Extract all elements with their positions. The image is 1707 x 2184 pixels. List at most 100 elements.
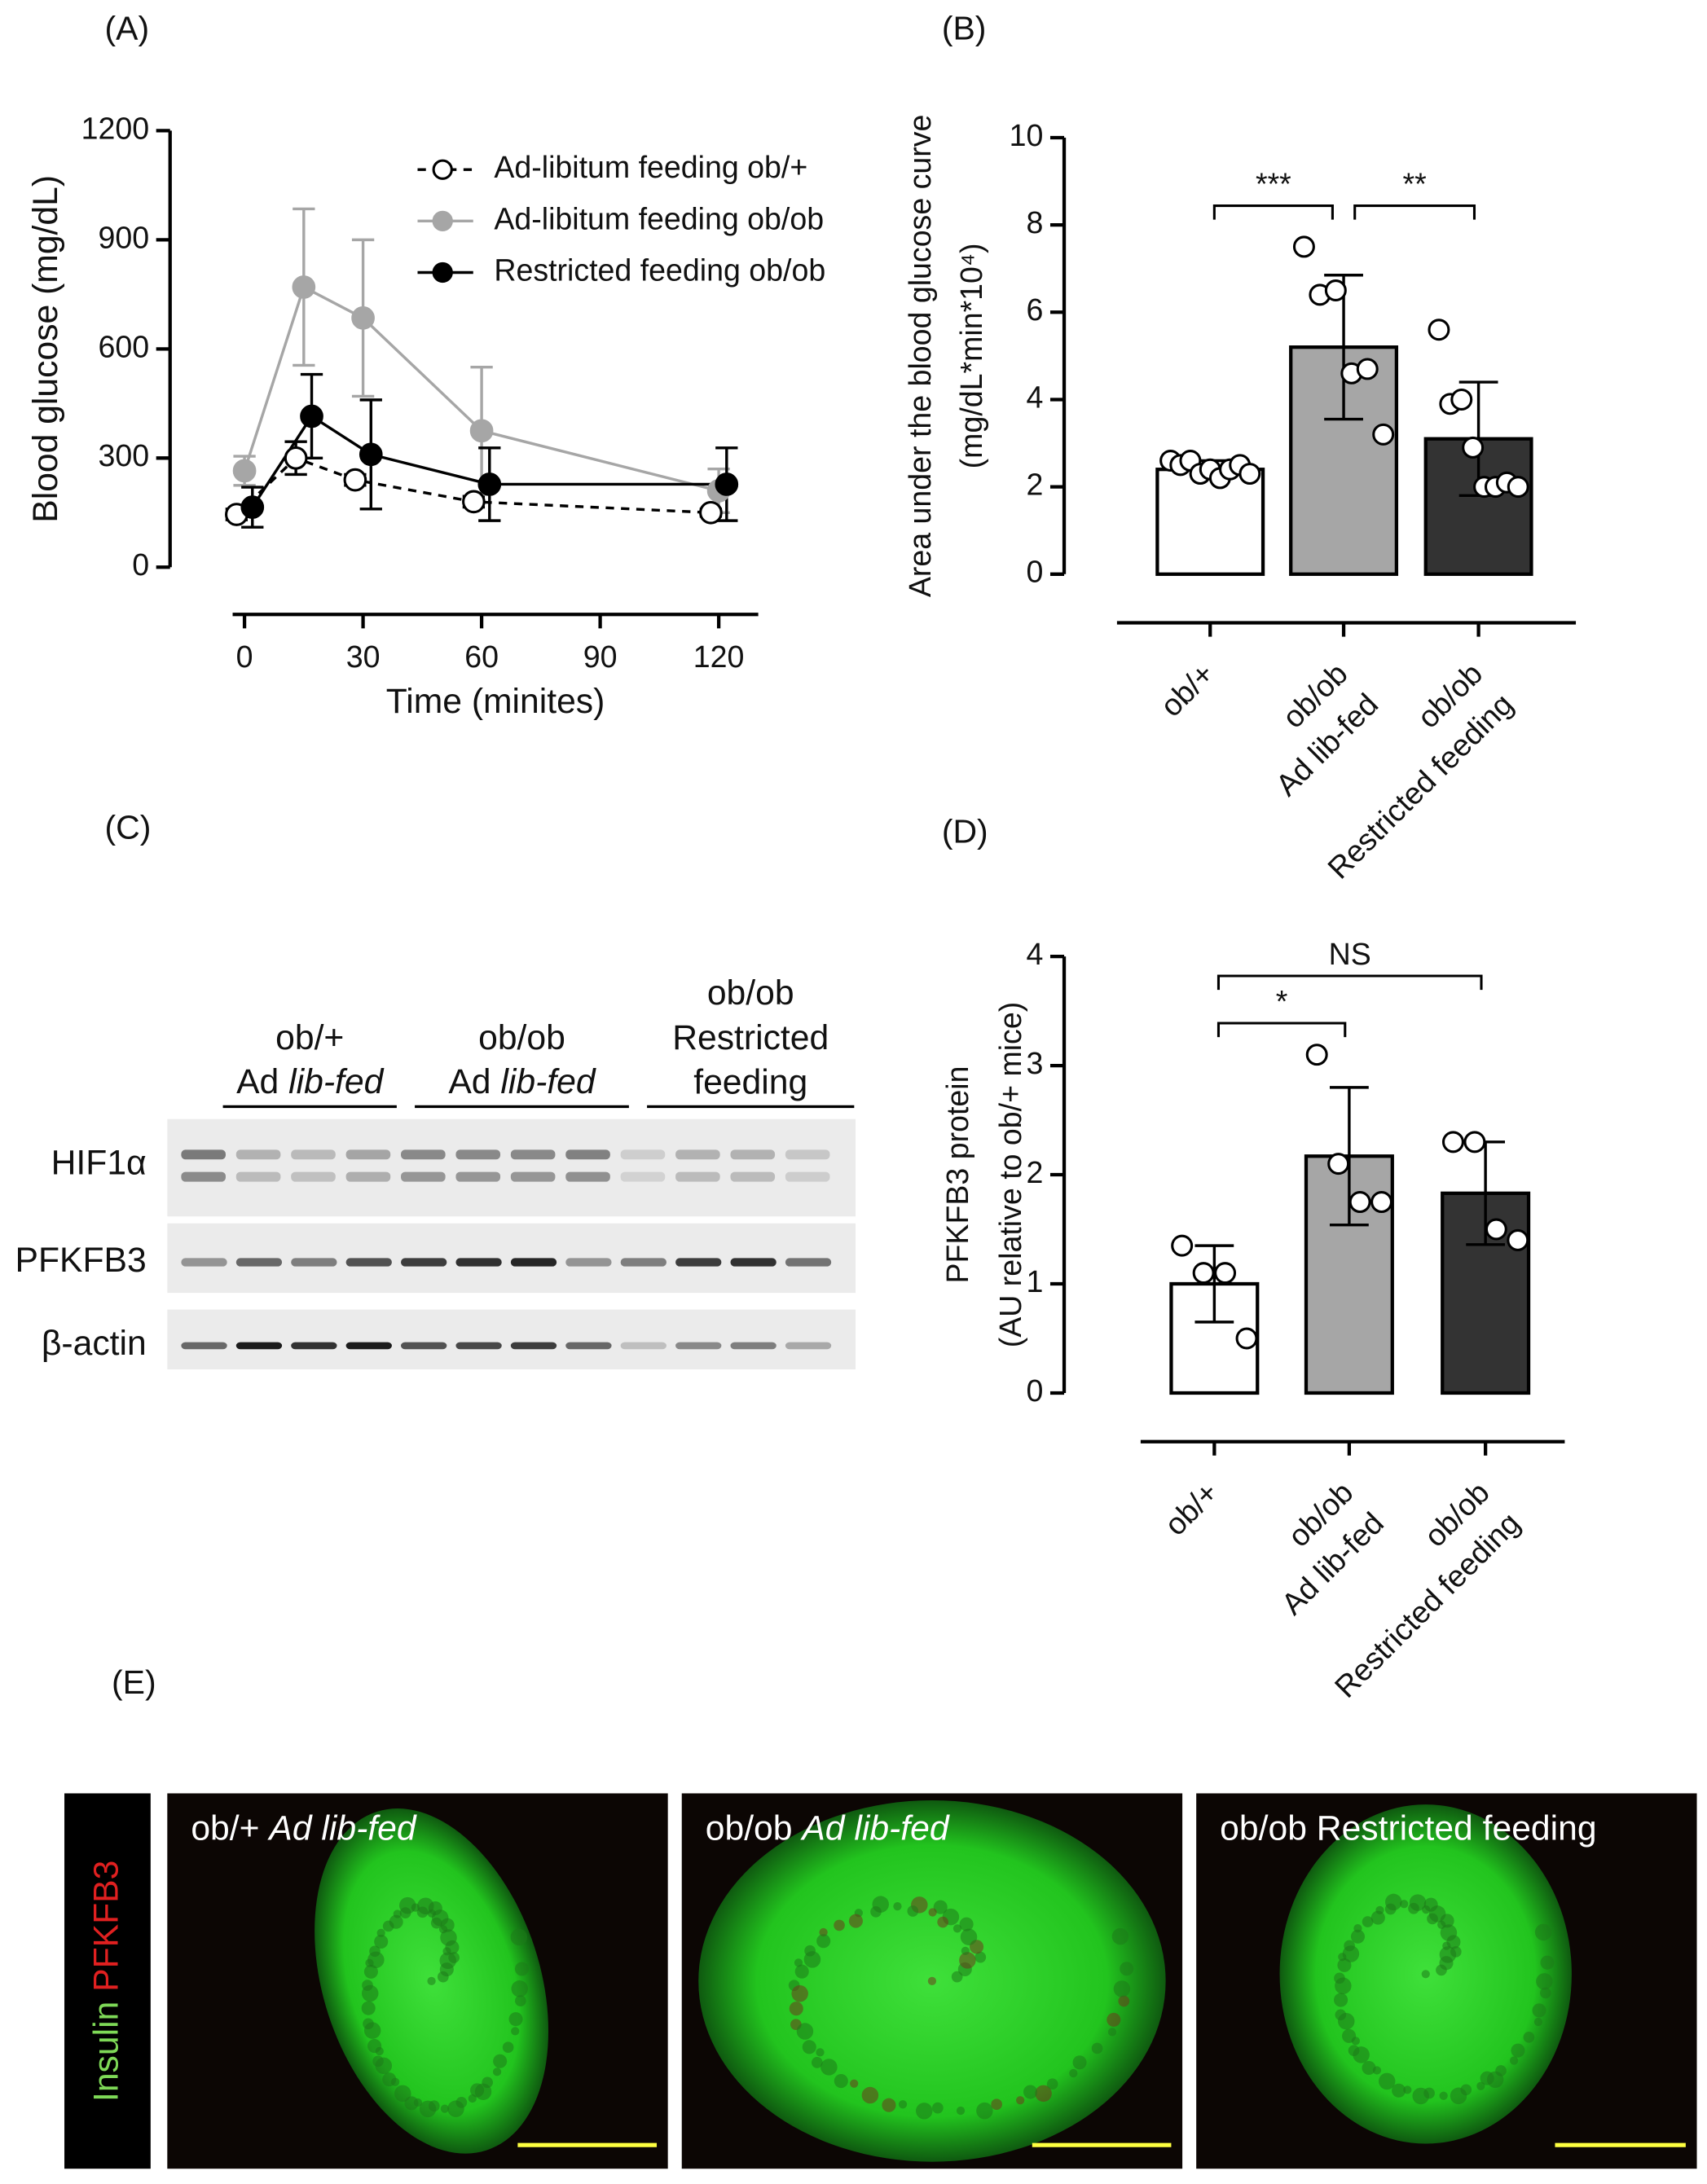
cell — [394, 2085, 411, 2103]
band — [345, 1171, 391, 1182]
y-tick-label: 6 — [1027, 292, 1044, 327]
significance-bracket — [1353, 204, 1476, 220]
cell — [1337, 1958, 1352, 1972]
cell — [861, 2086, 879, 2104]
cell — [1035, 2085, 1052, 2103]
cell — [1023, 2085, 1038, 2099]
cell — [811, 2057, 823, 2068]
cell — [442, 1947, 451, 1956]
cell — [1046, 2078, 1058, 2090]
band — [455, 1258, 502, 1267]
legend-label: Restricted feeding ob/ob — [494, 253, 825, 287]
cell — [1511, 2043, 1525, 2058]
cell — [1532, 2003, 1546, 2018]
cell — [1536, 1973, 1553, 1990]
significance-bracket — [1216, 1022, 1347, 1038]
data-point — [232, 459, 257, 483]
cell — [1351, 2037, 1360, 2046]
band — [181, 1171, 226, 1182]
data-point — [1507, 1228, 1529, 1251]
cell — [1540, 1955, 1555, 1970]
legend-marker — [432, 261, 453, 283]
band — [620, 1171, 666, 1182]
y-axis-title: (mg/dL*min*10⁴) — [954, 243, 988, 468]
cell — [959, 1917, 974, 1931]
band — [181, 1258, 227, 1267]
data-point — [1324, 279, 1347, 301]
y-tick-label: 1200 — [81, 111, 150, 145]
data-point — [1372, 423, 1395, 446]
band — [785, 1342, 832, 1350]
group-label-part: lib-fed — [500, 1062, 596, 1101]
band — [291, 1258, 337, 1267]
band — [345, 1258, 392, 1267]
cell — [375, 2046, 384, 2056]
x-tick-label: 60 — [464, 639, 499, 674]
cell — [952, 1924, 962, 1933]
data-point — [1507, 476, 1529, 499]
image-label: ob/+ Ad lib-fed — [191, 1809, 417, 1848]
stain-label-box — [64, 1793, 151, 2169]
band — [675, 1258, 722, 1267]
legend-marker — [432, 159, 453, 180]
data-point — [1348, 1191, 1371, 1214]
data-point — [1370, 1191, 1393, 1214]
cell — [1072, 2055, 1087, 2070]
data-point — [1463, 1131, 1486, 1154]
cell — [1111, 1927, 1129, 1945]
x-axis-title: Time (minites) — [386, 682, 605, 721]
y-tick-label: 300 — [99, 438, 150, 472]
band — [785, 1149, 830, 1160]
y-tick-label: 4 — [1027, 937, 1044, 971]
significance-label: *** — [1256, 167, 1291, 201]
data-point — [359, 442, 383, 467]
data-point — [1485, 1218, 1507, 1241]
band — [401, 1342, 447, 1350]
cell — [374, 1934, 389, 1949]
blot-background — [167, 1118, 856, 1217]
cell — [413, 2098, 423, 2107]
cell — [956, 2106, 966, 2116]
data-point — [1441, 1131, 1464, 1154]
cell — [1372, 2066, 1382, 2075]
y-tick-label: 2 — [1027, 468, 1044, 502]
cell — [1442, 1941, 1451, 1950]
cell — [439, 1952, 456, 1970]
error-bar — [1194, 1244, 1234, 1324]
band — [235, 1149, 281, 1160]
group-label-part: Ad — [236, 1062, 279, 1101]
cell — [1408, 1902, 1419, 1914]
data-point — [1238, 463, 1261, 486]
cell — [1016, 2096, 1025, 2105]
cell — [1120, 1962, 1134, 1976]
cell — [1437, 1920, 1446, 1929]
y-axis-title: PFKFB3 protein — [940, 1066, 974, 1284]
cell — [791, 1985, 808, 2002]
cell — [470, 2083, 485, 2098]
cell — [502, 2041, 514, 2054]
data-point — [351, 306, 375, 330]
data-point — [469, 419, 494, 443]
stain-label-part: PFKFB3 — [87, 1861, 126, 1992]
cell — [440, 2104, 449, 2113]
cell — [1440, 1924, 1458, 1941]
significance-label: NS — [1329, 937, 1371, 971]
cell — [1106, 2012, 1121, 2027]
band — [291, 1171, 336, 1182]
band — [785, 1258, 832, 1267]
cell — [427, 1976, 436, 1985]
cell — [363, 2022, 381, 2039]
cell — [1427, 1913, 1438, 1925]
band — [455, 1171, 501, 1182]
cell — [361, 1984, 379, 2002]
cell — [1534, 1923, 1552, 1941]
cell — [1509, 2056, 1519, 2065]
cell — [367, 1951, 385, 1969]
group-label-part: lib-fed — [288, 1062, 384, 1101]
image-label-part: Ad lib-fed — [799, 1809, 949, 1848]
cell — [482, 2076, 493, 2089]
band — [345, 1342, 392, 1350]
cell — [510, 1928, 528, 1946]
cell — [1378, 2072, 1396, 2090]
group-label: feeding — [693, 1062, 807, 1101]
